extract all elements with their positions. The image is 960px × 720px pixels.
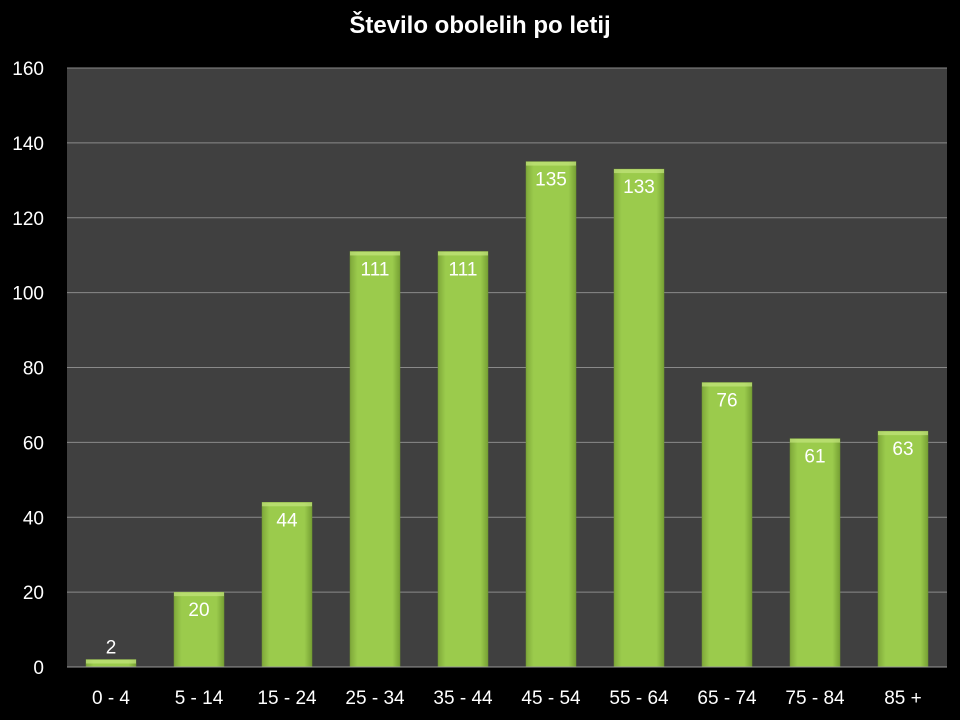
x-tick-label: 0 - 4 bbox=[92, 688, 130, 709]
y-tick-label: 120 bbox=[12, 209, 44, 230]
x-tick-label: 45 - 54 bbox=[521, 688, 581, 709]
bar bbox=[349, 251, 401, 668]
x-tick-label: 85 + bbox=[884, 688, 922, 709]
y-tick-label: 60 bbox=[23, 433, 44, 454]
y-tick-label: 20 bbox=[23, 583, 44, 604]
data-label: 135 bbox=[535, 170, 567, 191]
x-tick-label: 65 - 74 bbox=[697, 688, 757, 709]
bar-highlight bbox=[438, 251, 488, 256]
y-tick-label: 160 bbox=[12, 59, 44, 80]
bar bbox=[789, 438, 841, 668]
data-label: 111 bbox=[449, 259, 478, 280]
x-tick-label: 5 - 14 bbox=[175, 688, 224, 709]
x-tick-label: 75 - 84 bbox=[785, 688, 845, 709]
x-tick-label: 55 - 64 bbox=[609, 688, 669, 709]
bar-highlight bbox=[790, 438, 840, 443]
y-tick-label: 140 bbox=[12, 134, 44, 155]
bar-highlight bbox=[878, 431, 928, 436]
bar-highlight bbox=[86, 659, 136, 664]
bar bbox=[437, 251, 489, 668]
x-tick-label: 35 - 44 bbox=[433, 688, 493, 709]
y-tick-label: 80 bbox=[23, 359, 44, 380]
data-label: 76 bbox=[716, 390, 737, 411]
y-tick-label: 100 bbox=[12, 284, 44, 305]
data-label: 63 bbox=[892, 439, 913, 460]
data-label: 20 bbox=[188, 600, 209, 621]
bar bbox=[877, 430, 929, 668]
data-label: 133 bbox=[623, 177, 655, 198]
bar bbox=[173, 591, 225, 668]
bar bbox=[261, 502, 313, 668]
data-label: 111 bbox=[361, 259, 390, 280]
chart-title: Število obolelih po letij bbox=[349, 12, 611, 39]
bar bbox=[525, 161, 577, 668]
x-tick-label: 15 - 24 bbox=[257, 688, 317, 709]
y-tick-label: 0 bbox=[33, 658, 44, 679]
bar-highlight bbox=[262, 502, 312, 507]
bar-highlight bbox=[174, 592, 224, 597]
x-tick-label: 25 - 34 bbox=[345, 688, 405, 709]
bar-highlight bbox=[702, 382, 752, 387]
bar-highlight bbox=[526, 161, 576, 166]
data-label: 44 bbox=[276, 510, 298, 531]
data-label: 2 bbox=[106, 638, 117, 659]
bar bbox=[701, 382, 753, 668]
y-tick-label: 40 bbox=[23, 508, 44, 529]
bar-highlight bbox=[614, 169, 664, 174]
bar bbox=[613, 168, 665, 668]
data-label: 61 bbox=[804, 447, 825, 468]
bar-highlight bbox=[350, 251, 400, 256]
